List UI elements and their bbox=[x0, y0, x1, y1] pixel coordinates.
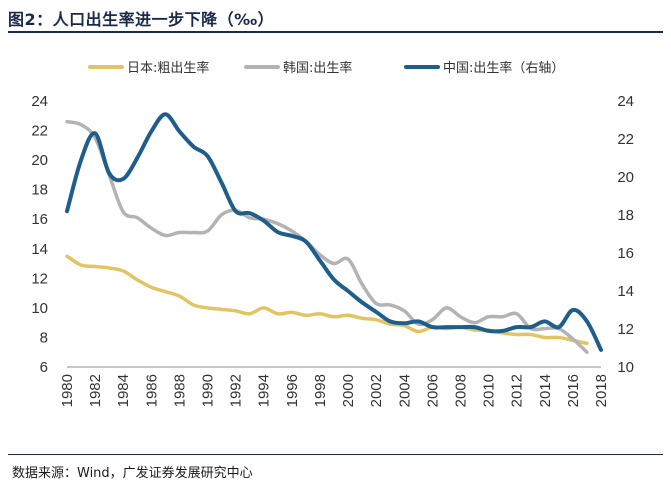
y-right-tick-label: 16 bbox=[617, 245, 634, 262]
x-tick-label: 1996 bbox=[284, 374, 301, 407]
y-right-tick-label: 12 bbox=[617, 321, 634, 338]
x-tick-label: 2010 bbox=[481, 374, 498, 407]
legend-label: 日本:粗出生率 bbox=[127, 60, 209, 76]
series-line-china bbox=[65, 112, 603, 352]
figure-title: 图2：人口出生率进一步下降（‰） bbox=[8, 10, 275, 29]
x-tick-label: 1982 bbox=[87, 374, 104, 407]
y-left-tick-label: 20 bbox=[31, 152, 48, 169]
y-right-tick-label: 22 bbox=[617, 131, 634, 148]
y-left-tick-label: 12 bbox=[31, 270, 48, 287]
source-note: 数据来源：Wind，广发证券发展研究中心 bbox=[12, 466, 253, 481]
y-left-tick-label: 18 bbox=[31, 182, 48, 199]
x-tick-label: 1992 bbox=[228, 374, 245, 407]
x-tick-label: 2004 bbox=[396, 374, 413, 407]
y-right-tick-label: 14 bbox=[617, 283, 634, 300]
y-left-tick-label: 14 bbox=[31, 241, 48, 258]
legend: 日本:粗出生率 韩国:出生率 中国:出生率（右轴） bbox=[88, 60, 564, 76]
x-tick-label: 1998 bbox=[312, 374, 329, 407]
x-tick-label: 2012 bbox=[509, 374, 526, 407]
source-rule bbox=[8, 454, 663, 455]
x-tick-label: 2002 bbox=[368, 374, 385, 407]
series-group bbox=[65, 112, 603, 354]
x-tick-label: 1980 bbox=[59, 374, 76, 407]
y-left-tick-label: 10 bbox=[31, 300, 48, 317]
x-tick-label: 2006 bbox=[424, 374, 441, 407]
y-right-tick-label: 10 bbox=[617, 359, 634, 376]
y-right-tick-label: 18 bbox=[617, 207, 634, 224]
x-tick-label: 1988 bbox=[171, 374, 188, 407]
y-left-tick-label: 6 bbox=[40, 359, 48, 376]
x-tick-label: 2018 bbox=[593, 374, 610, 407]
x-tick-label: 1994 bbox=[256, 374, 273, 407]
x-tick-label: 2000 bbox=[340, 374, 357, 407]
title-rule bbox=[8, 31, 663, 33]
axes: 1980 1982 1984 1986 1988 1990 1992 1994 1996 1998… bbox=[31, 93, 634, 407]
y-right-tick-label: 24 bbox=[617, 93, 634, 110]
y-right-tick-label: 20 bbox=[617, 169, 634, 186]
x-tick-label: 1990 bbox=[200, 374, 217, 407]
legend-label: 韩国:出生率 bbox=[283, 60, 352, 76]
y-left-tick-label: 24 bbox=[31, 93, 48, 110]
x-tick-label: 2014 bbox=[537, 374, 554, 407]
legend-label: 中国:出生率（右轴） bbox=[443, 60, 564, 76]
x-tick-label: 2008 bbox=[452, 374, 469, 407]
x-tick-label: 2016 bbox=[565, 374, 582, 407]
x-tick-label: 1986 bbox=[143, 374, 160, 407]
y-left-tick-label: 22 bbox=[31, 123, 48, 140]
y-left-tick-label: 16 bbox=[31, 211, 48, 228]
y-left-tick-label: 8 bbox=[40, 329, 48, 346]
series-line-korea bbox=[65, 119, 589, 354]
x-tick-label: 1984 bbox=[115, 374, 132, 407]
